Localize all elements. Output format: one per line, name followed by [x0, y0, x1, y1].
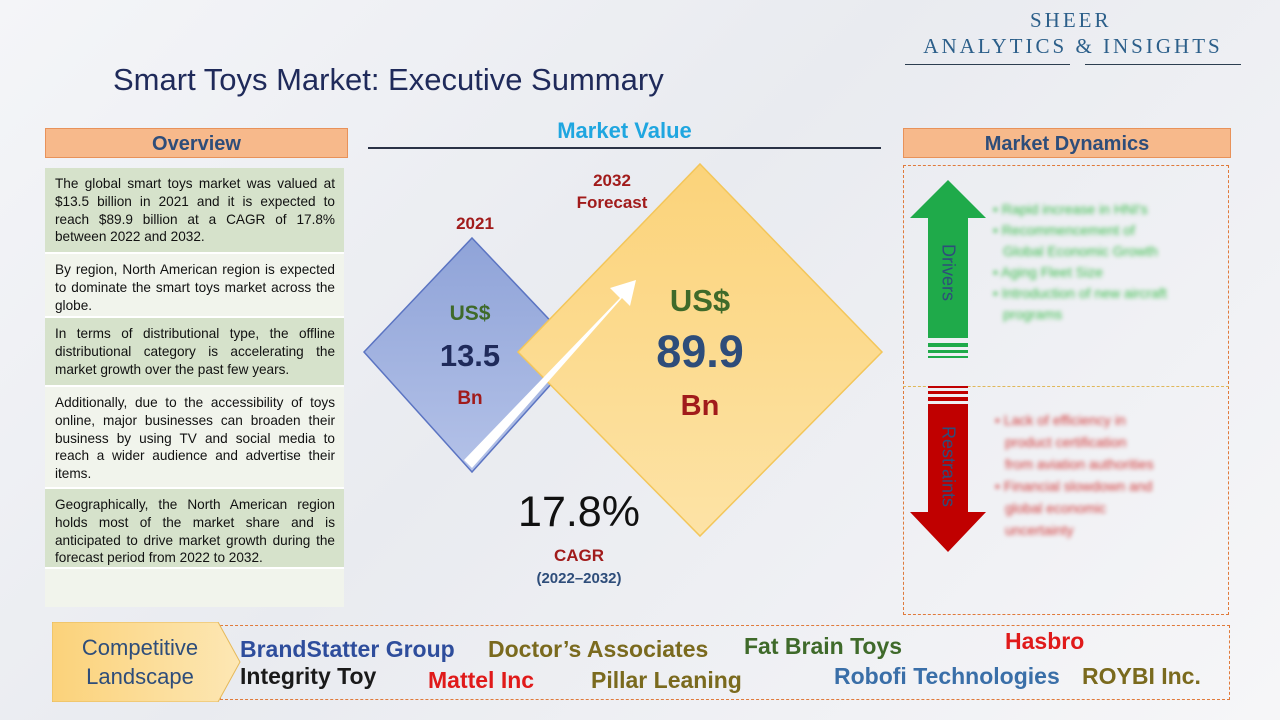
- drivers-list: • Rapid increase in HNI's • Recommenceme…: [993, 199, 1218, 325]
- overview-item: By region, North American region is expe…: [45, 254, 344, 318]
- company-hasbro: Hasbro: [1005, 628, 1085, 654]
- page-title: Smart Toys Market: Executive Summary: [113, 62, 664, 97]
- logo-divider-right: [1085, 64, 1241, 65]
- overview-item: Geographically, the North American regio…: [45, 489, 344, 569]
- competitive-landscape-tag: [52, 622, 241, 702]
- overview-item: Additionally, due to the accessibility o…: [45, 387, 344, 489]
- value-2032: 89.9: [656, 326, 744, 377]
- driver-item: • Introduction of new aircraft: [993, 285, 1167, 301]
- value-2032-unit: Bn: [680, 390, 720, 422]
- driver-item: • Rapid increase in HNI's: [993, 201, 1148, 217]
- overview-header: Overview: [45, 128, 348, 158]
- value-2032-currency: US$: [669, 283, 731, 318]
- cagr-period: (2022–2032): [536, 570, 622, 587]
- restraints-list: • Lack of efficiency in product certific…: [995, 409, 1220, 541]
- overview-panel: The global smart toys market was valued …: [45, 168, 344, 607]
- competitive-label-line2: Landscape: [86, 664, 194, 689]
- year-2032-line2: Forecast: [576, 193, 648, 212]
- year-2032-line1: 2032: [593, 171, 631, 190]
- growth-arrow: [464, 280, 636, 468]
- overview-item: In terms of distributional type, the off…: [45, 318, 344, 387]
- diamond-2032: [516, 162, 884, 538]
- company-fat-brain-toys: Fat Brain Toys: [744, 633, 903, 659]
- market-dynamics-panel: [903, 165, 1229, 615]
- market-value-header: Market Value: [557, 118, 692, 143]
- value-2021-unit: Bn: [457, 388, 483, 409]
- diamond-2021: [362, 236, 582, 474]
- cagr-value: 17.8%: [518, 488, 640, 536]
- logo-line2: ANALYTICS & INSIGHTS: [923, 34, 1223, 58]
- driver-item: • Recommencement of: [993, 222, 1135, 238]
- restraints-label: Restraints: [938, 425, 959, 508]
- overview-item: The global smart toys market was valued …: [45, 168, 344, 254]
- market-dynamics-divider: [903, 386, 1229, 387]
- restraint-item: • Lack of efficiency in: [995, 412, 1126, 428]
- company-doctors-associates: Doctor’s Associates: [488, 636, 709, 662]
- restraints-arrow-icon: [910, 386, 986, 552]
- company-robofi-technologies: Robofi Technologies: [834, 663, 1060, 689]
- cagr-label: CAGR: [553, 546, 605, 565]
- restraint-item: product certification: [1005, 434, 1127, 450]
- logo-divider-left: [905, 64, 1070, 65]
- company-mattel-inc: Mattel Inc: [428, 667, 535, 693]
- logo-line1: SHEER: [1030, 8, 1112, 32]
- company-brandstatter-group: BrandStatter Group: [240, 636, 455, 662]
- company-integrity-toy: Integrity Toy: [240, 663, 377, 689]
- market-dynamics-header: Market Dynamics: [903, 128, 1231, 158]
- restraint-item: global economic: [1005, 500, 1107, 516]
- driver-item: Global Economic Growth: [1003, 243, 1158, 259]
- company-pillar-leaning: Pillar Leaning: [591, 667, 742, 693]
- value-2021-currency: US$: [449, 302, 491, 325]
- restraint-item: • Financial slowdown and: [995, 478, 1153, 494]
- competitive-label-line1: Competitive: [81, 635, 199, 660]
- restraint-item: uncertainty: [1005, 522, 1074, 538]
- restraint-item: from aviation authorities: [1005, 456, 1154, 472]
- driver-item: programs: [1003, 306, 1063, 322]
- market-value-divider: [368, 147, 881, 149]
- company-roybi-inc: ROYBI Inc.: [1082, 663, 1201, 689]
- driver-item: • Aging Fleet Size: [993, 264, 1103, 280]
- competitive-landscape-label: Competitive Landscape: [60, 633, 220, 691]
- market-value-graphic: [362, 162, 884, 538]
- year-2032-label: 2032 Forecast: [562, 170, 662, 214]
- drivers-label: Drivers: [938, 244, 959, 301]
- overview-item-empty: [45, 569, 344, 607]
- year-2021-label: 2021: [456, 214, 494, 233]
- value-2021: 13.5: [439, 338, 501, 373]
- drivers-arrow-icon: [910, 180, 986, 358]
